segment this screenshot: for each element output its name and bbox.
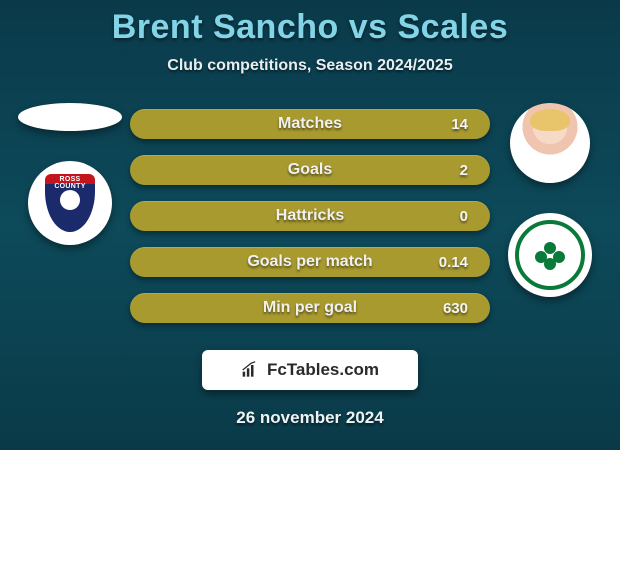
page-subtitle: Club competitions, Season 2024/2025 — [0, 57, 620, 75]
player-avatar-left — [18, 103, 122, 131]
brand-text: FcTables.com — [267, 360, 379, 380]
footer-date: 26 november 2024 — [0, 408, 620, 428]
stat-right-value: 630 — [438, 300, 468, 317]
page-title: Brent Sancho vs Scales — [0, 0, 620, 47]
ring-icon — [515, 220, 585, 290]
shield-icon: ROSS COUNTY — [45, 174, 95, 232]
badge-text-left: ROSS COUNTY — [45, 176, 95, 190]
stat-row-hattricks: Hattricks 0 — [130, 201, 490, 231]
clover-icon — [537, 242, 563, 268]
player-avatar-right — [510, 103, 590, 183]
stat-label: Min per goal — [263, 299, 357, 317]
right-column — [490, 103, 610, 297]
stats-bars: Matches 14 Goals 2 Hattricks 0 Goals per… — [130, 103, 490, 329]
stat-row-goals: Goals 2 — [130, 155, 490, 185]
stat-label: Matches — [278, 115, 342, 133]
comparison-card: Brent Sancho vs Scales Club competitions… — [0, 0, 620, 450]
left-column: ROSS COUNTY — [10, 103, 130, 245]
bar-chart-icon — [241, 361, 261, 379]
stat-right-value: 0 — [438, 208, 468, 225]
brand-link[interactable]: FcTables.com — [202, 350, 418, 390]
stat-label: Hattricks — [276, 207, 344, 225]
stat-label: Goals — [288, 161, 332, 179]
stat-right-value: 2 — [438, 162, 468, 179]
stat-row-goals-per-match: Goals per match 0.14 — [130, 247, 490, 277]
club-badge-right — [508, 213, 592, 297]
stat-row-matches: Matches 14 — [130, 109, 490, 139]
content-row: ROSS COUNTY Matches 14 Goals 2 Hattricks… — [0, 103, 620, 329]
club-badge-left: ROSS COUNTY — [28, 161, 112, 245]
stat-label: Goals per match — [247, 253, 372, 271]
stat-row-min-per-goal: Min per goal 630 — [130, 293, 490, 323]
stat-right-value: 14 — [438, 116, 468, 133]
stat-right-value: 0.14 — [438, 254, 468, 271]
